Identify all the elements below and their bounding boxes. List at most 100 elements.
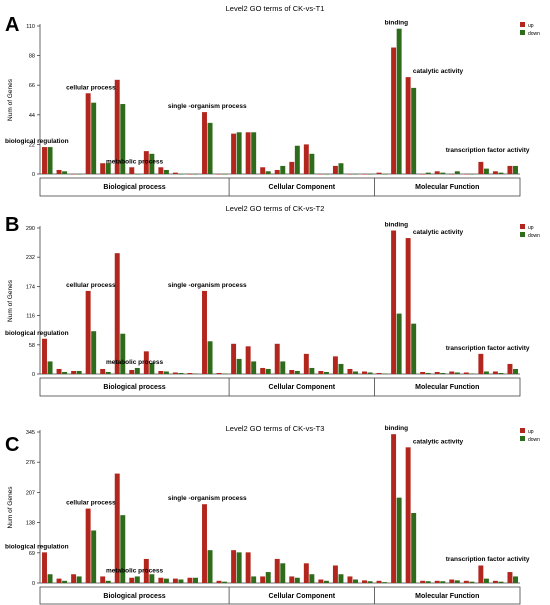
bar-up <box>143 558 149 583</box>
bar-up <box>332 165 338 174</box>
bar-up <box>362 580 367 583</box>
category-label: Cellular Component <box>269 593 336 600</box>
bar-down <box>207 122 213 174</box>
y-tick-label: 69 <box>29 551 35 557</box>
bar-up <box>187 372 193 374</box>
bar-down <box>76 174 82 175</box>
bar-up <box>158 167 164 174</box>
bar-up <box>274 343 280 374</box>
bar-down <box>353 371 358 374</box>
bar-up <box>129 167 135 174</box>
bar-up <box>434 171 440 174</box>
bar-up <box>143 351 149 374</box>
y-tick-label: 58 <box>29 343 35 349</box>
bar-up <box>216 372 222 374</box>
bar-down <box>469 373 475 374</box>
term-annotation: cellular process <box>66 282 116 289</box>
category-box <box>39 177 521 197</box>
bar-up <box>71 574 77 583</box>
term-annotation: cellular process <box>66 500 116 507</box>
chart-title: Level2 GO terms of CK-vs-T3 <box>226 424 325 433</box>
y-tick-label: 44 <box>29 113 35 119</box>
bar-up <box>42 552 47 583</box>
bar-up <box>129 577 135 583</box>
y-tick-label: 207 <box>26 490 35 496</box>
bar-up <box>260 167 266 174</box>
bar-up <box>405 77 411 174</box>
y-tick-label: 0 <box>32 372 35 378</box>
bar-up <box>289 369 295 374</box>
legend-label: up <box>528 225 534 231</box>
bar-down <box>134 576 140 583</box>
bar-up <box>507 165 513 174</box>
term-annotation: transcription factor activity <box>446 147 530 154</box>
legend-label: up <box>528 429 534 435</box>
bar-down <box>338 574 344 583</box>
term-annotation: single -organism process <box>168 282 247 289</box>
chart-title: Level2 GO terms of CK-vs-T2 <box>226 204 325 213</box>
bar-down <box>62 171 68 174</box>
bar-down <box>411 87 417 174</box>
bar-up <box>56 169 62 174</box>
bar-up <box>449 579 455 583</box>
category-label: Molecular Function <box>415 184 479 191</box>
bar-up <box>405 238 411 374</box>
bar-up <box>362 371 367 374</box>
legend-swatch <box>520 428 525 433</box>
bar-down <box>105 163 111 174</box>
bar-up <box>492 171 498 174</box>
term-annotation: transcription factor activity <box>446 556 530 563</box>
y-axis-label: Num of Genes <box>7 279 14 322</box>
bar-down <box>338 163 344 174</box>
bar-down <box>222 174 228 175</box>
bar-down <box>178 372 184 374</box>
bar-up <box>492 371 498 374</box>
y-tick-label: 66 <box>29 83 35 89</box>
bar-down <box>62 580 68 583</box>
bar-up <box>478 353 484 374</box>
bar-down <box>207 341 213 374</box>
bar-up <box>172 372 178 374</box>
bar-up <box>85 508 91 583</box>
bar-down <box>353 579 358 583</box>
bar-down <box>440 172 446 174</box>
bar-up <box>231 343 237 374</box>
bar-up <box>420 580 426 583</box>
y-tick-label: 174 <box>26 284 35 290</box>
panel-letter: B <box>5 214 19 236</box>
bar-up <box>42 338 47 374</box>
bar-down <box>309 367 315 374</box>
category-box <box>39 377 521 397</box>
legend-label: down <box>528 31 540 37</box>
bar-down <box>236 358 242 374</box>
bar-up <box>85 93 91 174</box>
bar-down <box>498 172 504 174</box>
bar-down <box>294 370 300 374</box>
term-annotation: catalytic activity <box>413 68 464 75</box>
category-label: Cellular Component <box>269 184 336 191</box>
panel-letter: C <box>5 434 19 456</box>
bar-down <box>294 145 300 174</box>
bar-up <box>303 353 309 374</box>
bar-down <box>323 174 329 175</box>
bar-down <box>134 367 140 374</box>
bar-down <box>236 132 242 174</box>
bar-down <box>251 576 257 583</box>
bar-up <box>376 372 382 374</box>
term-annotation: biological regulation <box>5 543 69 550</box>
bar-up <box>478 161 484 174</box>
bar-up <box>463 174 469 175</box>
bar-down <box>382 373 388 374</box>
bar-up <box>231 550 237 583</box>
bar-down <box>47 361 53 374</box>
legend-swatch <box>520 436 525 441</box>
term-annotation: cellular process <box>66 84 116 91</box>
bar-down <box>105 371 111 374</box>
term-annotation: biological regulation <box>5 138 69 145</box>
bar-up <box>303 144 309 174</box>
bar-up <box>478 565 484 583</box>
bar-down <box>513 165 518 174</box>
bar-down <box>149 574 155 583</box>
term-annotation: binding <box>385 222 408 229</box>
bar-down <box>193 577 198 583</box>
